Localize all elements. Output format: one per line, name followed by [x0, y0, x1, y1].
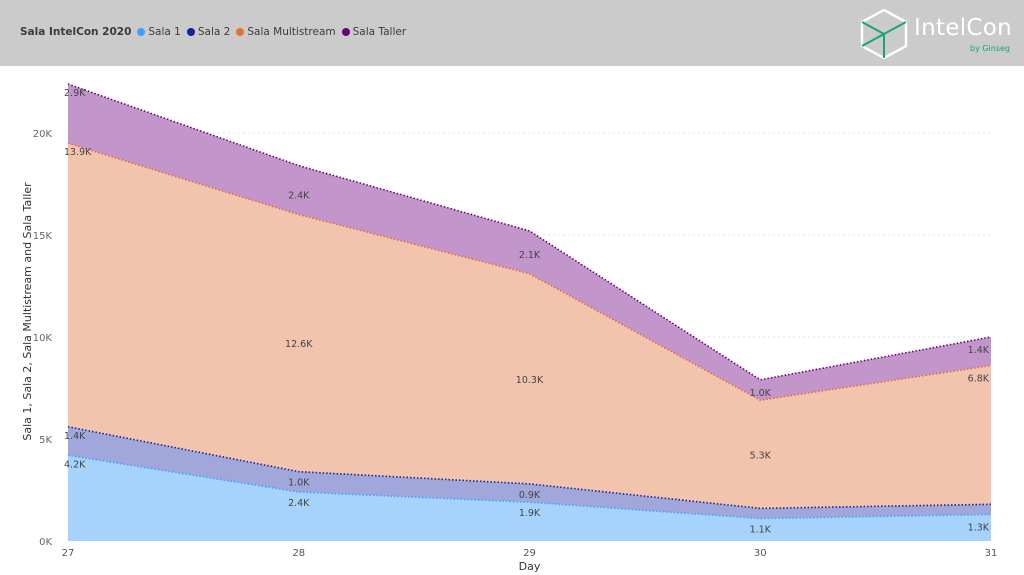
legend-label: Sala 1	[148, 26, 181, 38]
area-sala-multistream[interactable]	[68, 143, 991, 509]
y-axis-title: Sala 1, Sala 2, Sala Multistream and Sal…	[21, 182, 34, 441]
data-label: 1.1K	[750, 525, 772, 536]
x-axis-title: Day	[519, 560, 541, 573]
data-label: 1.9K	[519, 508, 541, 519]
legend: Sala IntelCon 2020 Sala 1 Sala 2 Sala Mu…	[20, 26, 412, 38]
data-label: 1.4K	[968, 345, 990, 356]
legend-label: Sala Multistream	[247, 26, 336, 38]
data-label: 2.4K	[288, 191, 310, 202]
data-label: 6.8K	[968, 374, 990, 385]
series-line-sala-taller	[67, 83, 992, 381]
y-tick-label: 0K	[39, 537, 52, 548]
legend-label: Sala Taller	[352, 26, 407, 38]
legend-title: Sala IntelCon 2020	[20, 26, 132, 38]
cube-logo-icon	[860, 8, 908, 60]
data-label: 1.0K	[750, 388, 772, 399]
x-tick-label: 30	[754, 548, 767, 559]
data-label: 2.1K	[519, 250, 541, 261]
x-tick-label: 28	[292, 548, 305, 559]
header-bar: Sala IntelCon 2020 Sala 1 Sala 2 Sala Mu…	[0, 0, 1024, 66]
legend-item-sala-1[interactable]: Sala 1	[137, 26, 181, 38]
intelcon-logo: IntelCon by Ginseg	[858, 8, 1018, 60]
area-sala-1[interactable]	[68, 455, 991, 541]
x-tick-label: 29	[523, 548, 536, 559]
series-line-sala-multistream	[67, 142, 992, 402]
y-tick-label: 10K	[33, 333, 53, 344]
legend-item-sala-taller[interactable]: Sala Taller	[341, 26, 407, 38]
legend-label: Sala 2	[197, 26, 231, 38]
legend-dot-sala-2	[186, 28, 195, 36]
logo-byline: by Ginseg	[969, 44, 1010, 53]
y-tick-label: 5K	[39, 435, 52, 446]
y-tick-label: 20K	[33, 129, 53, 140]
legend-dot-sala-1	[137, 28, 146, 36]
logo-text: IntelCon	[914, 15, 1013, 41]
data-label: 0.9K	[519, 490, 541, 501]
legend-item-sala-multistream[interactable]: Sala Multistream	[236, 26, 336, 38]
data-label: 1.4K	[64, 431, 86, 442]
data-label: 10.3K	[516, 375, 544, 386]
data-label: 4.2K	[64, 459, 86, 470]
area-sala-taller[interactable]	[68, 84, 991, 401]
legend-dot-sala-taller	[341, 28, 350, 36]
series-line-sala-2	[67, 425, 992, 510]
data-label: 5.3K	[750, 450, 772, 461]
stacked-area-chart: 0K 5K 10K 15K 20K 4.2K 2.4K 1.9K 1.1K 1.3K 1.4K 1.0…	[21, 83, 998, 573]
data-label: 2.4K	[288, 498, 310, 509]
data-label: 1.0K	[288, 478, 310, 489]
data-label: 12.6K	[285, 339, 313, 350]
y-tick-label: 15K	[33, 231, 53, 242]
x-tick-label: 31	[985, 548, 998, 559]
x-tick-label: 27	[62, 548, 75, 559]
data-label: 13.9K	[64, 147, 92, 158]
legend-dot-sala-multistream	[236, 28, 245, 36]
legend-item-sala-2[interactable]: Sala 2	[186, 26, 231, 38]
data-label: 1.3K	[968, 522, 990, 533]
area-sala-2[interactable]	[68, 426, 991, 519]
data-label: 2.9K	[64, 88, 86, 99]
